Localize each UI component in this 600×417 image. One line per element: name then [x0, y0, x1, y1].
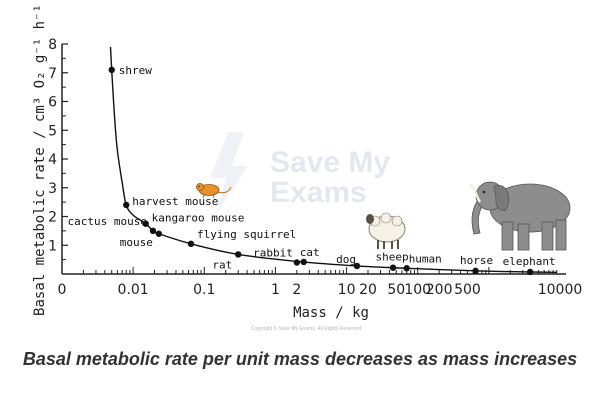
x-tick-label: 0 [58, 282, 67, 298]
data-point-cactus-mouse [149, 227, 157, 235]
data-point-shrew [108, 66, 115, 74]
data-label-cat: cat [300, 246, 320, 259]
x-tick-label: 50 [387, 282, 405, 298]
x-axis-title: Mass / kg [293, 305, 369, 321]
x-tick-label: 2 [292, 282, 301, 298]
data-points [108, 66, 534, 276]
data-label-harvest-mouse: harvest mouse [132, 195, 218, 208]
data-label-mouse: mouse [120, 236, 153, 249]
data-point-kangaroo-mouse [142, 220, 149, 227]
watermark-line-1: Save My [270, 146, 390, 179]
data-label-dog: dog [336, 253, 356, 266]
data-label-rat: rat [212, 258, 232, 271]
y-tick-label: 2 [48, 210, 57, 226]
data-point-dog [353, 262, 361, 270]
sheep-icon [366, 212, 406, 249]
data-point-horse [472, 267, 479, 275]
x-tick-label: 10 [338, 282, 356, 298]
harvest-mouse-icon [196, 183, 232, 199]
x-tick-label: 20 [359, 282, 377, 298]
data-label-shrew: shrew [119, 64, 152, 77]
y-axis-ticks: 1 2 3 4 5 6 7 8 [48, 37, 68, 261]
x-tick-label: 10000 [538, 282, 583, 298]
data-label-flying-squirrel: flying squirrel [197, 228, 296, 241]
data-point-human [403, 265, 410, 272]
watermark: Save My Exams [210, 132, 390, 214]
x-tick-label: 0.1 [193, 282, 215, 298]
data-label-cactus-mouse: cactus mouse [67, 215, 146, 228]
data-label-rabbit: rabbit [253, 247, 293, 260]
figure-caption: Basal metabolic rate per unit mass decre… [22, 349, 578, 369]
data-label-horse: horse [460, 254, 493, 267]
data-label-human: human [409, 252, 442, 265]
y-tick-label: 4 [48, 152, 57, 168]
data-point-sheep [389, 264, 397, 271]
x-tick-label: 1 [271, 282, 280, 298]
data-labels: shrew harvest mouse kangaroo mouse cactus m… [67, 64, 555, 272]
copyright-text: Copyright © Save My Exams. All Rights Re… [251, 325, 362, 332]
y-tick-label: 6 [48, 95, 57, 111]
data-label-elephant: elephant [503, 255, 556, 268]
data-label-kangaroo-mouse: kangaroo mouse [152, 212, 245, 225]
x-tick-label: 0.01 [118, 282, 149, 298]
data-point-mouse [155, 230, 163, 237]
y-axis-title: Basal metabolic rate / cm³ O₂ g⁻¹ h⁻¹ [32, 4, 48, 316]
watermark-line-2: Exams [270, 176, 367, 209]
y-tick-label: 5 [48, 123, 57, 139]
data-point-cat [300, 258, 307, 266]
data-point-rabbit [293, 259, 301, 266]
data-point-rat [235, 251, 242, 258]
data-point-harvest-mouse [123, 201, 130, 209]
data-point-flying-squirrel [187, 240, 195, 248]
y-tick-label: 8 [48, 37, 57, 53]
y-tick-label: 1 [48, 238, 57, 254]
y-tick-label: 7 [48, 66, 57, 82]
data-label-sheep: sheep [375, 251, 408, 264]
y-tick-label: 3 [48, 181, 57, 197]
x-tick-label: 200 [426, 282, 453, 298]
watermark-bolt-icon [210, 132, 248, 214]
elephant-icon [469, 181, 571, 251]
x-tick-label: 500 [454, 282, 481, 298]
data-point-elephant [526, 268, 534, 276]
x-tick-label: 100 [404, 282, 431, 298]
